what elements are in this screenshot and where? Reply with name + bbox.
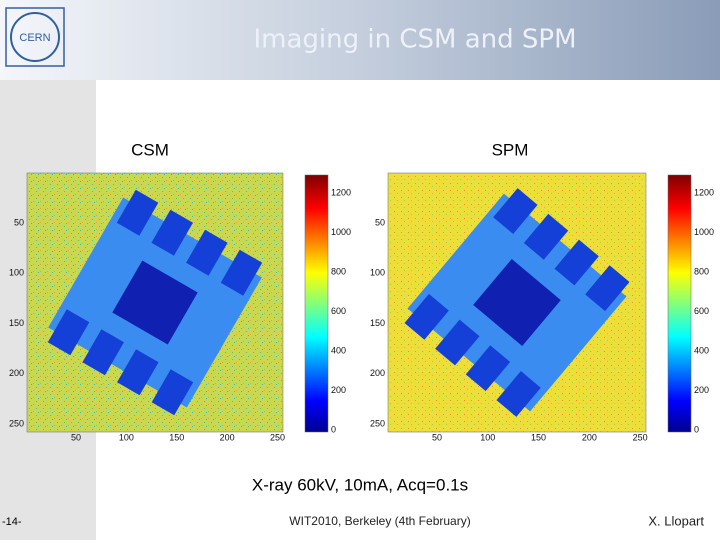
- panel-label: SPM: [492, 140, 529, 159]
- colorbar-tick-label: 600: [694, 306, 709, 316]
- chip-lead: [465, 345, 511, 392]
- colorbar-tick-label: 1000: [331, 227, 351, 237]
- cern-logo: CERN: [5, 7, 65, 67]
- y-tick-label: 100: [370, 268, 385, 278]
- footer-author: X. Llopart: [648, 513, 704, 528]
- panel: SPM 50 100 150 200 250 50 100 150 200 250 1200 1000 8…: [370, 140, 714, 442]
- header-band: [0, 0, 720, 80]
- panel: CSM 50 100 150 200 250 50 100 150 200 250 1200 1000 8…: [9, 140, 351, 442]
- y-tick-label: 200: [370, 368, 385, 378]
- image-frame: [387, 172, 647, 433]
- chip-lead: [186, 229, 228, 276]
- chip-lead: [47, 309, 90, 356]
- x-tick-label: 150: [169, 432, 184, 442]
- colorbar-tick-label: 400: [331, 345, 346, 355]
- chip-lead: [493, 188, 538, 234]
- x-tick-label: 200: [220, 432, 235, 442]
- svg-text:CERN: CERN: [19, 32, 50, 44]
- y-tick-label: 50: [14, 217, 24, 227]
- chip-lead: [554, 239, 599, 286]
- chip-image: [47, 189, 263, 416]
- colorbar-tick-label: 0: [694, 424, 699, 434]
- y-tick-label: 150: [9, 318, 24, 328]
- y-tick-label: 200: [9, 368, 24, 378]
- colorbar-tick-label: 800: [331, 266, 346, 276]
- y-tick-label: 250: [9, 419, 24, 429]
- chip-lead: [151, 369, 194, 416]
- chip-lead: [151, 209, 193, 256]
- colorbar-tick-label: 1200: [694, 187, 714, 197]
- x-tick-label: 100: [119, 432, 134, 442]
- colorbar-tick-label: 1000: [694, 227, 714, 237]
- colorbar: [304, 174, 329, 433]
- panel-label: CSM: [131, 140, 169, 159]
- colorbar: [667, 174, 692, 433]
- slide-title: Imaging in CSM and SPM: [253, 25, 576, 55]
- x-tick-label: 250: [633, 432, 648, 442]
- chip-lead: [82, 329, 124, 376]
- x-tick-label: 150: [531, 432, 546, 442]
- y-tick-label: 150: [370, 318, 385, 328]
- chip-lead: [496, 371, 541, 417]
- colorbar-tick-label: 600: [331, 306, 346, 316]
- chip-lead: [523, 213, 569, 260]
- chip-lead: [220, 249, 263, 296]
- chip-lead: [404, 293, 449, 340]
- page-number: -14-: [2, 516, 22, 528]
- x-tick-label: 50: [432, 432, 442, 442]
- x-tick-label: 200: [582, 432, 597, 442]
- image-frame: [26, 172, 284, 433]
- y-tick-label: 50: [375, 217, 385, 227]
- colorbar-tick-label: 0: [331, 424, 336, 434]
- chip-lead: [116, 189, 159, 236]
- chip-core: [112, 260, 198, 345]
- chip-core: [473, 258, 561, 347]
- caption: X-ray 60kV, 10mA, Acq=0.1s: [252, 475, 468, 494]
- colorbar-tick-label: 1200: [331, 187, 351, 197]
- chip-lead: [435, 319, 480, 366]
- chip-lead: [117, 349, 159, 396]
- y-tick-label: 250: [370, 419, 385, 429]
- chip-image: [404, 188, 630, 417]
- x-tick-label: 100: [480, 432, 495, 442]
- colorbar-tick-label: 400: [694, 345, 709, 355]
- x-tick-label: 250: [270, 432, 285, 442]
- x-tick-label: 50: [71, 432, 81, 442]
- y-tick-label: 100: [9, 268, 24, 278]
- colorbar-tick-label: 200: [694, 385, 709, 395]
- colorbar-tick-label: 200: [331, 385, 346, 395]
- footer-event: WIT2010, Berkeley (4th February): [289, 514, 470, 528]
- chip-lead: [585, 265, 630, 312]
- colorbar-tick-label: 800: [694, 266, 709, 276]
